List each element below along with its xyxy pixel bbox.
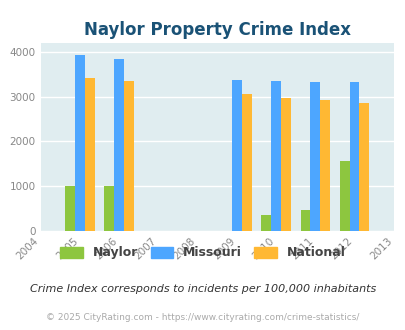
- Bar: [271, 82, 280, 231]
- Bar: [349, 82, 358, 231]
- Bar: [114, 59, 124, 231]
- Bar: [104, 186, 114, 231]
- Title: Naylor Property Crime Index: Naylor Property Crime Index: [83, 20, 350, 39]
- Bar: [241, 94, 251, 231]
- Legend: Naylor, Missouri, National: Naylor, Missouri, National: [60, 247, 345, 259]
- Bar: [300, 210, 310, 231]
- Bar: [231, 80, 241, 231]
- Text: Crime Index corresponds to incidents per 100,000 inhabitants: Crime Index corresponds to incidents per…: [30, 284, 375, 294]
- Bar: [75, 55, 85, 231]
- Bar: [320, 100, 329, 231]
- Bar: [124, 82, 134, 231]
- Bar: [85, 78, 94, 231]
- Bar: [65, 186, 75, 231]
- Text: © 2025 CityRating.com - https://www.cityrating.com/crime-statistics/: © 2025 CityRating.com - https://www.city…: [46, 313, 359, 322]
- Bar: [358, 103, 369, 231]
- Bar: [339, 161, 349, 231]
- Bar: [310, 82, 320, 231]
- Bar: [280, 98, 290, 231]
- Bar: [261, 215, 271, 231]
